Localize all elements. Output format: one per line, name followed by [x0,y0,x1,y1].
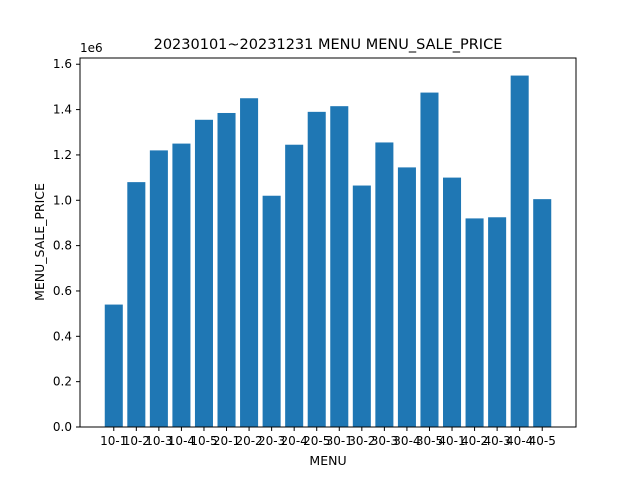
x-tick-label: 40-2 [461,434,488,448]
x-tick-label: 20-3 [258,434,285,448]
y-tick-label: 1.4 [53,103,72,117]
bar-40-1 [443,177,462,427]
y-tick-label: 1.2 [53,148,72,162]
plot-frame [79,57,577,428]
y-tick-label: 0.0 [53,420,72,434]
y-tick-label: 1.0 [53,193,72,207]
x-tick-label: 40-5 [529,434,556,448]
x-tick-label: 20-1 [213,434,240,448]
x-tick-label: 20-5 [303,434,330,448]
x-tick-label: 10-5 [190,434,217,448]
bar-20-4 [285,144,304,427]
x-tick-label: 30-3 [371,434,398,448]
bar-10-1 [104,304,123,427]
bar-10-5 [194,119,213,427]
bar-30-2 [352,185,371,427]
bar-40-2 [465,218,484,427]
chart-title: 20230101~20231231 MENU MENU_SALE_PRICE [154,37,503,53]
y-axis-ticks: 0.0 0.2 0.4 0.6 0.8 1.0 1.2 1.4 1.6 [53,57,80,434]
y-scale-label: 1e6 [80,41,103,55]
x-tick-label: 30-1 [326,434,353,448]
bar-30-3 [375,142,394,427]
y-tick-label: 0.8 [53,239,72,253]
x-tick-label: 10-4 [168,434,195,448]
y-tick-label: 0.6 [53,284,72,298]
x-tick-label: 20-4 [281,434,308,448]
x-axis-label: MENU [309,453,346,468]
bar-10-4 [172,143,191,428]
bar-10-3 [149,150,168,427]
bar-40-3 [488,217,507,427]
bar-20-1 [217,112,236,427]
bar-20-5 [307,111,326,427]
x-tick-label: 30-5 [416,434,443,448]
x-tick-label: 40-3 [484,434,511,448]
x-tick-label: 10-3 [145,434,172,448]
x-axis-ticks: 10-110-210-310-410-520-120-220-320-420-5… [100,427,556,448]
y-tick-label: 0.4 [53,329,72,343]
bar-30-5 [420,92,439,427]
x-tick-label: 10-1 [100,434,127,448]
x-tick-label: 20-2 [235,434,262,448]
bar-40-4 [510,75,529,428]
y-tick-label: 0.2 [53,375,72,389]
x-tick-label: 40-4 [506,434,533,448]
y-tick-label: 1.6 [53,57,72,71]
bar-10-2 [127,182,146,427]
x-tick-label: 40-1 [438,434,465,448]
bar-30-4 [397,167,416,428]
bar-30-1 [330,106,349,428]
x-tick-label: 10-2 [123,434,150,448]
bar-20-2 [240,98,259,428]
x-tick-label: 30-2 [348,434,375,448]
bars-group [104,75,552,428]
y-axis-label: MENU_SALE_PRICE [32,183,47,301]
bar-40-5 [533,199,552,427]
bar-20-3 [262,195,281,427]
x-tick-label: 30-4 [393,434,420,448]
